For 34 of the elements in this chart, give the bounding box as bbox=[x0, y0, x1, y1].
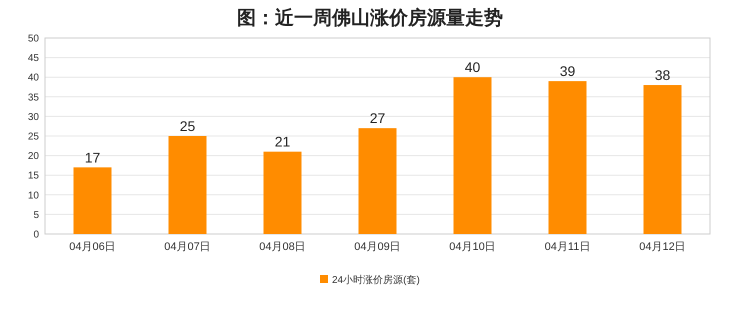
data-label: 38 bbox=[654, 67, 670, 84]
x-tick-label: 04月09日 bbox=[354, 241, 401, 253]
data-label: 40 bbox=[464, 59, 480, 76]
y-tick-label: 5 bbox=[33, 210, 40, 221]
data-label: 27 bbox=[370, 110, 386, 126]
bar bbox=[264, 152, 302, 234]
y-tick-label: 35 bbox=[28, 92, 40, 104]
data-label: 39 bbox=[560, 63, 576, 80]
legend-label: 24小时涨价房源(套) bbox=[332, 274, 420, 286]
y-tick-label: 20 bbox=[28, 151, 40, 162]
x-tick-label: 04月07日 bbox=[164, 241, 211, 253]
data-label: 17 bbox=[84, 149, 100, 166]
x-tick-label: 04月11日 bbox=[544, 241, 590, 253]
data-label: 21 bbox=[274, 134, 290, 150]
y-tick-label: 10 bbox=[28, 190, 40, 202]
y-tick-label: 0 bbox=[33, 230, 40, 240]
bar bbox=[454, 77, 492, 234]
y-tick-label: 45 bbox=[28, 53, 40, 64]
x-tick-label: 04月06日 bbox=[69, 241, 116, 253]
bar bbox=[168, 136, 206, 234]
y-tick-label: 30 bbox=[28, 112, 40, 123]
x-tick-label: 04月10日 bbox=[449, 241, 496, 253]
x-tick-label: 04月08日 bbox=[259, 241, 306, 253]
y-tick-label: 15 bbox=[28, 170, 40, 182]
bar bbox=[548, 81, 586, 234]
x-tick-label: 04月12日 bbox=[639, 241, 686, 253]
bar bbox=[74, 167, 112, 234]
bar bbox=[644, 85, 682, 234]
data-label: 25 bbox=[180, 118, 196, 134]
y-tick-label: 40 bbox=[28, 72, 40, 84]
y-tick-label: 25 bbox=[28, 132, 40, 142]
y-tick-label: 50 bbox=[28, 34, 40, 44]
chart-title: 图：近一周佛山涨价房源量走势 bbox=[237, 7, 503, 29]
bar bbox=[358, 128, 396, 234]
